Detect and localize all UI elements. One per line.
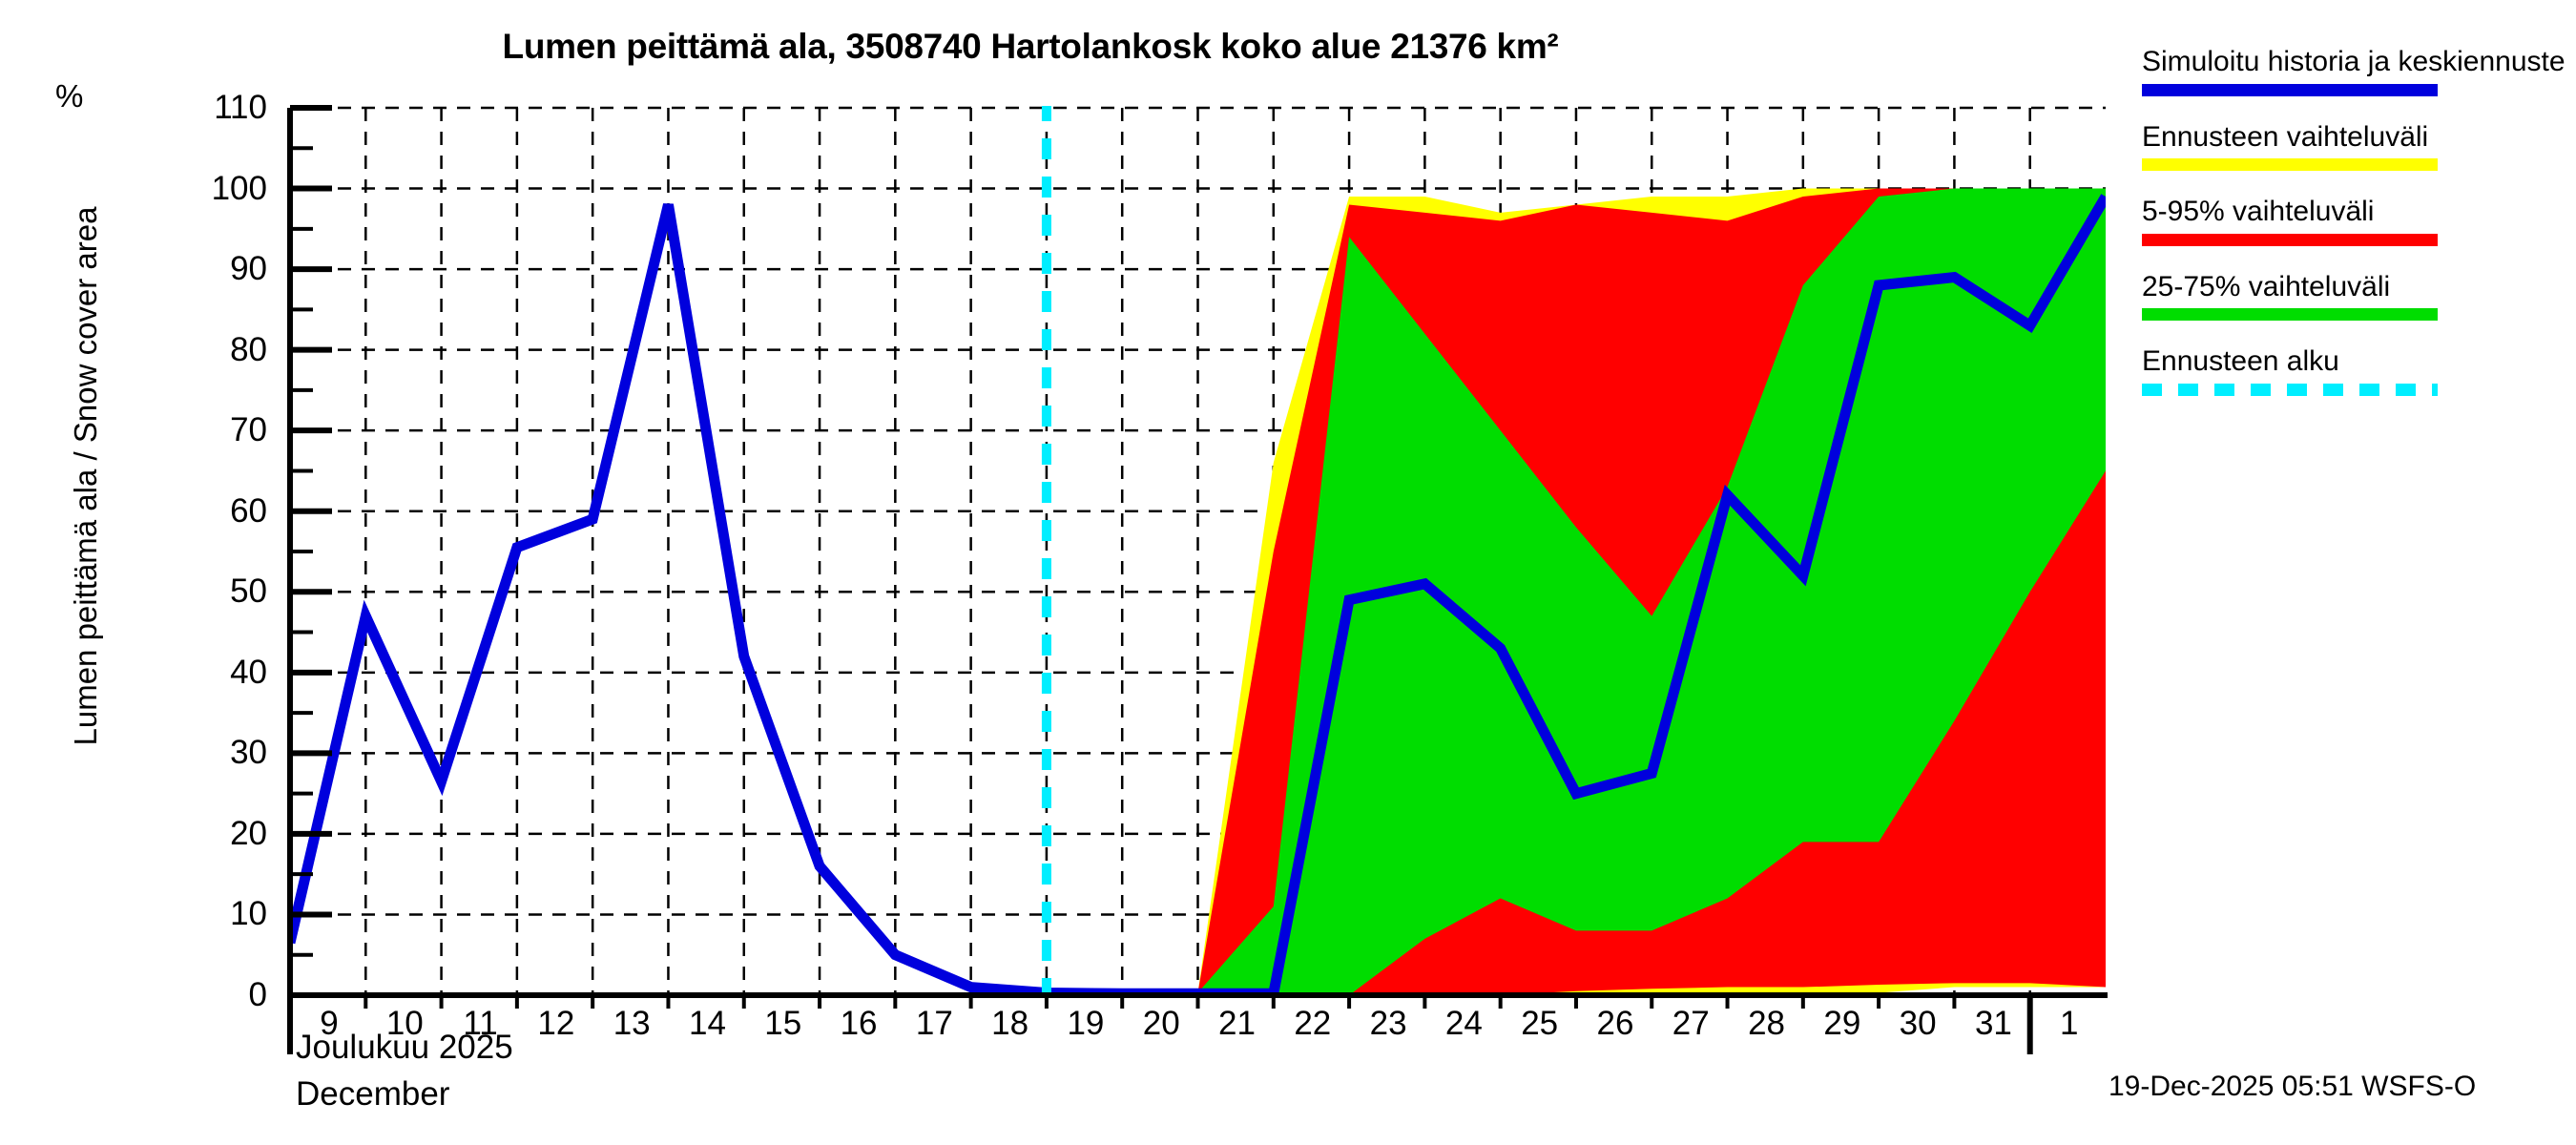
y-tick-label: 20 (230, 814, 267, 852)
x-tick-label: 17 (915, 1005, 953, 1042)
x-tick-label: 18 (991, 1005, 1029, 1042)
x-tick-label: 15 (764, 1005, 802, 1042)
axes (287, 105, 2108, 1054)
y-tick-label: 70 (230, 411, 267, 449)
y-tick-label: 100 (211, 169, 267, 207)
legend-simulated-history-swatch (2142, 83, 2438, 96)
x-tick-label: 23 (1369, 1005, 1407, 1042)
forecast-bands (1197, 188, 2106, 995)
x-tick-label: 30 (1899, 1005, 1937, 1042)
x-tick-label: 29 (1823, 1005, 1861, 1042)
x-tick-label: 26 (1596, 1005, 1634, 1042)
legend-25-75-range-swatch (2142, 308, 2438, 322)
legend-25-75-range-label: 25-75% vaihteluväli (2142, 270, 2391, 302)
x-tick-label: 20 (1142, 1005, 1180, 1042)
x-tick-label: 22 (1294, 1005, 1332, 1042)
legend: Simuloitu historia ja keskiennuste Ennust… (2142, 46, 2571, 421)
y-tick-label: 30 (230, 734, 267, 772)
x-tick-label: 28 (1748, 1005, 1785, 1042)
x-tick-label: 14 (688, 1005, 726, 1042)
x-tick-label: 12 (537, 1005, 575, 1042)
timestamp-label: 19-Dec-2025 05:51 WSFS-O (2109, 1071, 2477, 1102)
y-tick-label: 80 (230, 330, 267, 368)
y-tick-label: 10 (230, 895, 267, 933)
y-tick-label: 90 (230, 250, 267, 288)
legend-simulated-history-label: Simuloitu historia ja keskiennuste (2142, 46, 2566, 77)
x-tick-label: 16 (840, 1005, 878, 1042)
page-title: Lumen peittämä ala, 3508740 Hartolankosk… (502, 27, 1559, 66)
x-tick-label: 24 (1444, 1005, 1483, 1042)
y-tick-label: 40 (230, 653, 267, 691)
x-tick-label: 19 (1067, 1005, 1105, 1042)
legend-forecast-start-swatch (2142, 383, 2438, 396)
y-tick-label: 0 (248, 976, 267, 1013)
x-tick-label: 21 (1218, 1005, 1256, 1042)
legend-5-95-range-swatch (2142, 233, 2438, 246)
y-tick-label: 60 (230, 491, 267, 530)
band-00dd00 (1197, 188, 2106, 995)
x-tick-label: 31 (1974, 1005, 2012, 1042)
x-tick-label: 10 (385, 1005, 424, 1042)
y-tick-label: 110 (214, 89, 267, 126)
legend-forecast-start-label: Ennusteen alku (2142, 345, 2339, 378)
x-axis-month-en: December (296, 1075, 450, 1113)
y-tick-label: 50 (230, 572, 267, 611)
x-axis-month-fi: Joulukuu 2025 (296, 1029, 513, 1066)
x-tick-label: 27 (1672, 1005, 1710, 1042)
x-tick-label: 9 (320, 1005, 339, 1042)
x-tick-label: 25 (1521, 1005, 1559, 1042)
x-tick-label: 1 (2059, 1005, 2079, 1042)
legend-forecast-range-swatch (2142, 158, 2438, 172)
legend-5-95-range-label: 5-95% vaihteluväli (2142, 196, 2375, 228)
x-tick-label: 13 (613, 1005, 651, 1042)
y-axis-unit: % (55, 78, 84, 114)
x-tick-label: 11 (463, 1005, 498, 1042)
legend-forecast-range-label: Ennusteen vaihteluväli (2142, 120, 2429, 153)
